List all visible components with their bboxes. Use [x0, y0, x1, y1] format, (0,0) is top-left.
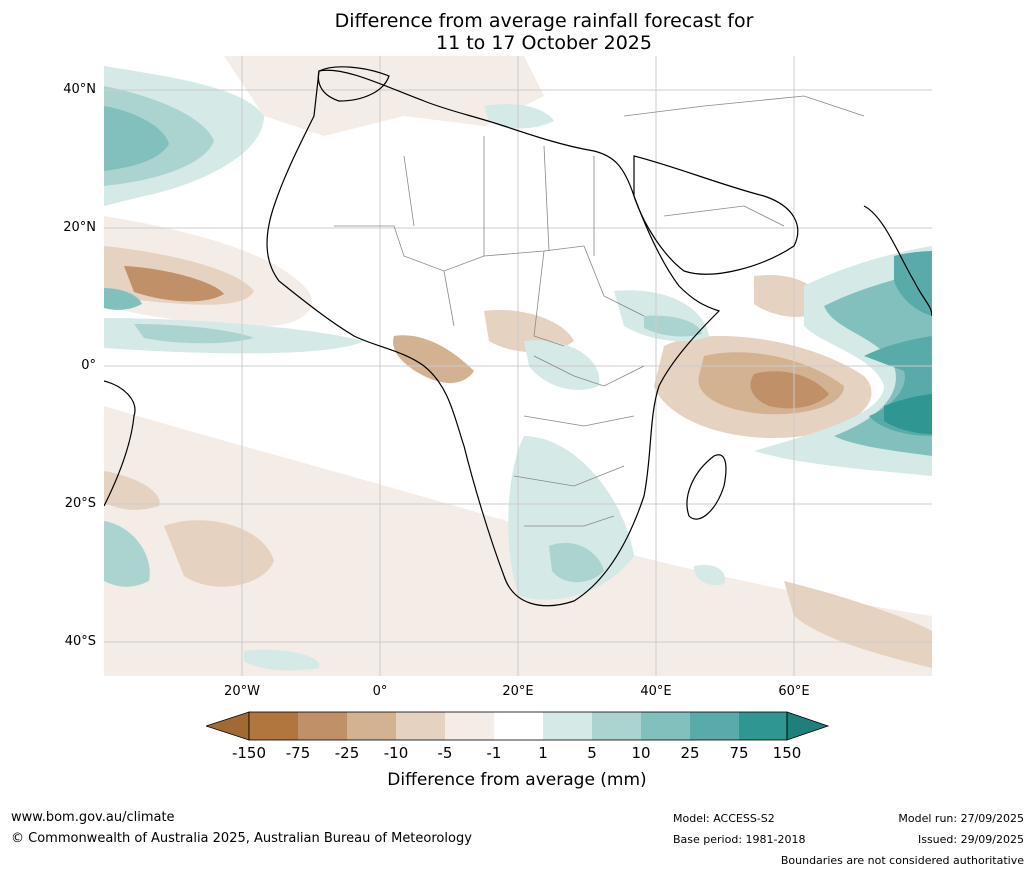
dry-area-north-africa — [224, 56, 544, 136]
wet-area-north-atlantic-core — [104, 106, 169, 171]
map-gridlines — [104, 56, 932, 676]
map-canvas — [104, 56, 932, 676]
dry-area-south-atlantic-patch-a — [164, 520, 274, 587]
colorbar-segment-9 — [641, 712, 690, 740]
legend-tick-label: -75 — [285, 744, 311, 762]
lat-label-equator: 0° — [81, 358, 96, 373]
title-line-2: 11 to 17 October 2025 — [436, 32, 652, 54]
wet-area-south-indian-patch — [694, 564, 725, 586]
legend-tick-label: -1 — [486, 744, 502, 762]
madagascar-coastline — [686, 454, 727, 520]
colorbar-left-arrow — [206, 711, 250, 741]
legend-tick-label: 75 — [729, 744, 749, 762]
lon-label-20e: 20°E — [502, 684, 534, 699]
legend-tick-label: -5 — [437, 744, 453, 762]
legend-tick-label: -10 — [383, 744, 409, 762]
wet-area-east-africa-core — [644, 315, 702, 337]
dry-area-south-atlantic-patch-b — [104, 471, 160, 510]
coastlines — [104, 66, 932, 607]
lon-label-0: 0° — [372, 684, 388, 699]
dry-area-gulf-of-guinea — [393, 335, 474, 383]
map-title: Difference from average rainfall forecas… — [104, 10, 984, 54]
colorbar-segment-3 — [347, 712, 396, 740]
colorbar-segment-8 — [592, 712, 641, 740]
country-borders — [334, 95, 865, 527]
legend-tick-label: -150 — [231, 744, 267, 762]
lon-label-40e: 40°E — [640, 684, 672, 699]
iberia-coastline — [317, 66, 390, 102]
legend-title: Difference from average (mm) — [387, 770, 647, 790]
colorbar-right-arrow — [786, 711, 830, 741]
wet-area-south-atlantic-patch — [244, 649, 320, 671]
wet-area-west-atlantic — [104, 288, 142, 310]
south-america-tip-coastline — [104, 380, 136, 507]
wet-area-bay-of-bengal — [894, 251, 932, 316]
legend-tick-label: 5 — [587, 744, 597, 762]
wet-area-south-africa-core — [549, 542, 604, 583]
dry-area-south-indian — [784, 581, 932, 668]
colorbar-segment-4 — [396, 712, 445, 740]
colorbar-frame — [248, 711, 788, 741]
legend-tick-label: -25 — [334, 744, 360, 762]
footer-website-link[interactable]: www.bom.gov.au/climate — [11, 810, 175, 825]
colorbar-segment-2 — [298, 712, 347, 740]
lat-label-20s: 20°S — [64, 496, 96, 511]
colorbar-segment-7 — [543, 712, 592, 740]
india-coastline — [863, 205, 932, 317]
colorbar-segment-5 — [445, 712, 494, 740]
wet-area-congo — [524, 340, 600, 390]
legend-tick-label: 10 — [631, 744, 651, 762]
lon-label-20w: 20°W — [224, 684, 260, 699]
footer-base-period: Base period: 1981-2018 — [673, 833, 806, 846]
footer-issued: Issued: 29/09/2025 — [917, 833, 1024, 846]
lon-label-60e: 60°E — [778, 684, 810, 699]
footer-disclaimer: Boundaries are not considered authoritat… — [780, 854, 1024, 867]
lat-label-40n: 40°N — [63, 82, 96, 97]
footer-model-run: Model run: 27/09/2025 — [898, 812, 1024, 825]
wet-area-indian-ocean-peak — [884, 394, 932, 434]
colorbar-segment-6 — [494, 712, 543, 740]
wet-area-south-africa — [508, 436, 634, 600]
legend-tick-label: 150 — [772, 744, 802, 762]
title-line-1: Difference from average rainfall forecas… — [334, 10, 754, 32]
legend-colorbar — [206, 711, 830, 741]
footer-copyright: © Commonwealth of Australia 2025, Austra… — [11, 831, 472, 846]
wet-area-itcz-atlantic-core — [134, 324, 254, 344]
rainfall-anomaly-shading — [104, 56, 932, 676]
legend-tick-label: 1 — [538, 744, 548, 762]
footer-model: Model: ACCESS-S2 — [673, 812, 775, 825]
arabian-peninsula-coastline — [633, 155, 799, 275]
dry-area-west-atlantic-core — [124, 266, 224, 302]
wet-area-south-west-atlantic — [104, 521, 150, 587]
legend-tick-label: 25 — [680, 744, 700, 762]
lat-label-40s: 40°S — [64, 634, 96, 649]
wet-area-mediterranean — [484, 104, 554, 129]
africa-coastline — [266, 69, 721, 607]
lat-label-20n: 20°N — [63, 220, 96, 235]
colorbar-segment-1 — [249, 712, 298, 740]
dry-area-indian-ocean-center — [750, 371, 829, 409]
colorbar-segment-10 — [690, 712, 739, 740]
rainfall-anomaly-map — [104, 56, 932, 676]
colorbar-segment-11 — [739, 712, 787, 740]
